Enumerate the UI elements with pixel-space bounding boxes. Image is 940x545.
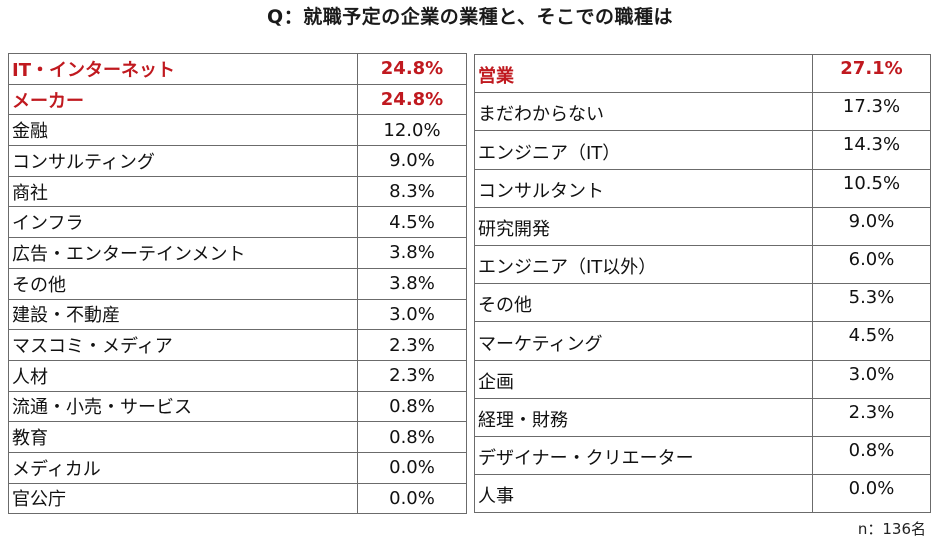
table-row: まだわからない 17.3% <box>474 92 931 132</box>
industry-table: IT・インターネット 24.8% メーカー 24.8% 金融 12.0% コンサルティング 9… <box>8 53 467 515</box>
row-label: まだわからない <box>474 92 813 132</box>
row-label: 営業 <box>474 53 813 94</box>
table-row: マスコミ・メディア 2.3% <box>8 329 467 361</box>
table-row: 教育 0.8% <box>8 421 467 453</box>
row-label: デザイナー・クリエーター <box>474 435 813 476</box>
table-row: インフラ 4.5% <box>8 206 467 239</box>
row-label: 人事 <box>474 474 813 514</box>
row-label: メディカル <box>8 451 358 484</box>
row-value: 17.3% <box>812 92 931 132</box>
row-label: その他 <box>8 267 358 300</box>
table-row: その他 5.3% <box>474 283 931 323</box>
row-value: 9.0% <box>812 206 931 246</box>
row-label: 研究開発 <box>474 206 813 246</box>
row-value: 2.3% <box>357 329 467 361</box>
row-label: 人材 <box>8 359 358 392</box>
page-title: Q：就職予定の企業の業種と、そこでの職種は <box>267 6 673 28</box>
row-label: その他 <box>474 283 813 323</box>
row-label: エンジニア（IT以外） <box>474 244 813 285</box>
row-label: コンサルティング <box>8 145 358 177</box>
row-value: 3.8% <box>357 237 467 269</box>
table-row: 建設・不動産 3.0% <box>8 298 467 331</box>
row-label: エンジニア（IT） <box>474 130 813 170</box>
table-row: 営業 27.1% <box>474 53 931 94</box>
row-value: 8.3% <box>357 175 467 208</box>
job-table: 営業 27.1% まだわからない 17.3% エンジニア（IT） 14.3% コンサルタント… <box>474 53 931 514</box>
row-value: 0.0% <box>357 482 467 515</box>
table-row: 研究開発 9.0% <box>474 206 931 246</box>
table-row: IT・インターネット 24.8% <box>8 53 467 85</box>
row-value: 0.8% <box>357 421 467 453</box>
table-row: メディカル 0.0% <box>8 451 467 484</box>
table-row: 人事 0.0% <box>474 474 931 514</box>
table-row: 経理・財務 2.3% <box>474 397 931 437</box>
row-value: 24.8% <box>357 53 467 85</box>
table-row: エンジニア（IT以外） 6.0% <box>474 244 931 285</box>
row-label: 経理・財務 <box>474 397 813 437</box>
row-value: 6.0% <box>812 244 931 285</box>
table-row: デザイナー・クリエーター 0.8% <box>474 435 931 476</box>
row-value: 10.5% <box>812 168 931 208</box>
row-value: 12.0% <box>357 114 467 147</box>
table-row: 商社 8.3% <box>8 175 467 208</box>
row-value: 3.8% <box>357 267 467 300</box>
row-value: 4.5% <box>812 321 931 361</box>
row-value: 0.0% <box>357 451 467 484</box>
table-row: コンサルタント 10.5% <box>474 168 931 208</box>
row-value: 24.8% <box>357 83 467 116</box>
sample-size-note: n：136名 <box>857 520 926 538</box>
row-label: 金融 <box>8 114 358 147</box>
row-label: マーケティング <box>474 321 813 361</box>
industry-table-body: IT・インターネット 24.8% メーカー 24.8% 金融 12.0% コンサルティング 9… <box>8 53 467 515</box>
row-value: 3.0% <box>812 359 931 399</box>
table-row: 流通・小売・サービス 0.8% <box>8 390 467 423</box>
table-row: 人材 2.3% <box>8 359 467 392</box>
row-value: 27.1% <box>812 53 931 94</box>
row-value: 2.3% <box>357 359 467 392</box>
row-label: コンサルタント <box>474 168 813 208</box>
row-label: メーカー <box>8 83 358 116</box>
job-table-body: 営業 27.1% まだわからない 17.3% エンジニア（IT） 14.3% コンサルタント… <box>474 53 931 514</box>
row-label: マスコミ・メディア <box>8 329 358 361</box>
row-value: 4.5% <box>357 206 467 239</box>
row-value: 14.3% <box>812 130 931 170</box>
table-row: マーケティング 4.5% <box>474 321 931 361</box>
row-label: インフラ <box>8 206 358 239</box>
row-value: 0.0% <box>812 474 931 514</box>
table-row: 広告・エンターテインメント 3.8% <box>8 237 467 269</box>
row-value: 5.3% <box>812 283 931 323</box>
table-row: メーカー 24.8% <box>8 83 467 116</box>
row-value: 9.0% <box>357 145 467 177</box>
table-row: 官公庁 0.0% <box>8 482 467 515</box>
row-label: 商社 <box>8 175 358 208</box>
row-label: 建設・不動産 <box>8 298 358 331</box>
row-label: 官公庁 <box>8 482 358 515</box>
row-label: 企画 <box>474 359 813 399</box>
table-row: コンサルティング 9.0% <box>8 145 467 177</box>
row-label: 広告・エンターテインメント <box>8 237 358 269</box>
table-row: その他 3.8% <box>8 267 467 300</box>
row-label: 流通・小売・サービス <box>8 390 358 423</box>
row-value: 3.0% <box>357 298 467 331</box>
row-value: 0.8% <box>812 435 931 476</box>
row-value: 2.3% <box>812 397 931 437</box>
row-label: IT・インターネット <box>8 53 358 85</box>
row-value: 0.8% <box>357 390 467 423</box>
table-row: エンジニア（IT） 14.3% <box>474 130 931 170</box>
table-row: 企画 3.0% <box>474 359 931 399</box>
table-row: 金融 12.0% <box>8 114 467 147</box>
row-label: 教育 <box>8 421 358 453</box>
